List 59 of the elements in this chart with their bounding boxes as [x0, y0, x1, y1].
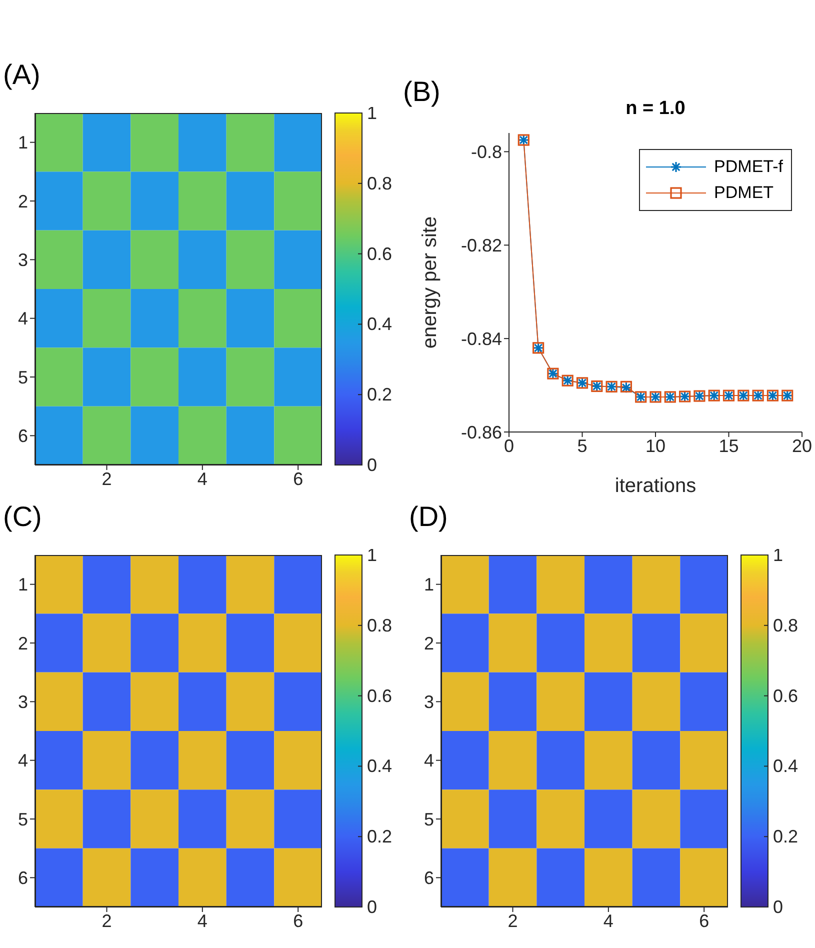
x-tick-label: 0: [504, 436, 514, 456]
y-tick-label: -0.8: [470, 142, 502, 162]
color-bar-label: 0.4: [773, 756, 798, 776]
x-tick-label: 6: [293, 468, 304, 489]
color-bar-label: 0.2: [367, 826, 392, 847]
x-tick-label: 6: [293, 910, 304, 931]
text: (B): [403, 76, 440, 108]
x-tick-label: 20: [792, 436, 812, 456]
text: (D): [409, 501, 448, 533]
y-tick-label: 1: [18, 574, 28, 595]
color-bar-label: 0.4: [367, 756, 392, 776]
y-tick-label: 3: [18, 250, 28, 270]
x-tick-label: 4: [603, 910, 614, 931]
x-tick-label: 15: [718, 436, 739, 456]
x-tick-label: 4: [197, 468, 208, 489]
y-tick-label: 2: [424, 633, 434, 654]
x-axis-title: iterations: [614, 475, 696, 497]
color-bar-label: 0: [367, 455, 378, 475]
y-tick-label: 5: [18, 809, 28, 830]
y-tick-label: 1: [424, 574, 434, 595]
y-tick-label: 6: [424, 868, 434, 888]
y-tick-label: 4: [424, 750, 434, 771]
text: (A): [3, 59, 40, 91]
y-axis-title: energy per site: [419, 216, 442, 349]
color-bar-label: 0.2: [773, 826, 798, 847]
x-tick-label: 10: [645, 436, 666, 456]
y-tick-label: -0.84: [460, 328, 502, 349]
y-tick-label: 6: [18, 868, 28, 888]
y-tick-label: 3: [18, 692, 28, 712]
y-tick-label: -0.86: [460, 422, 502, 442]
color-bar-label: 0.8: [367, 173, 392, 194]
x-tick-label: 6: [699, 910, 710, 931]
y-tick-label: 1: [18, 132, 28, 153]
legend-label: PDMET: [714, 183, 774, 203]
legend-label: PDMET-f: [714, 157, 783, 177]
y-tick-label: 5: [18, 367, 28, 388]
y-tick-label: 4: [18, 308, 28, 329]
y-tick-label: 3: [424, 692, 434, 712]
chart-title: n = 1.0: [624, 98, 686, 120]
color-bar-label: 0.4: [367, 314, 392, 334]
color-bar-label: 0.6: [367, 686, 392, 706]
color-bar-label: 0: [773, 897, 784, 917]
text: (C): [3, 501, 42, 533]
color-bar-label: 0.2: [367, 384, 392, 405]
color-bar-label: 0.8: [367, 615, 392, 636]
y-tick-label: 4: [18, 750, 28, 771]
color-bar-label: 0: [367, 897, 378, 917]
y-tick-label: 2: [18, 633, 28, 654]
y-tick-label: 5: [424, 809, 434, 830]
y-tick-label: 2: [18, 191, 28, 212]
x-tick-label: 2: [102, 468, 112, 489]
color-bar-label: 0.6: [773, 686, 798, 706]
x-tick-label: 5: [577, 436, 588, 456]
x-tick-label: 2: [102, 910, 112, 931]
x-tick-label: 4: [197, 910, 208, 931]
y-tick-label: -0.82: [460, 236, 502, 256]
x-tick-label: 2: [508, 910, 518, 931]
color-bar-label: 0.8: [773, 615, 798, 636]
color-bar-label: 0.6: [367, 244, 392, 264]
